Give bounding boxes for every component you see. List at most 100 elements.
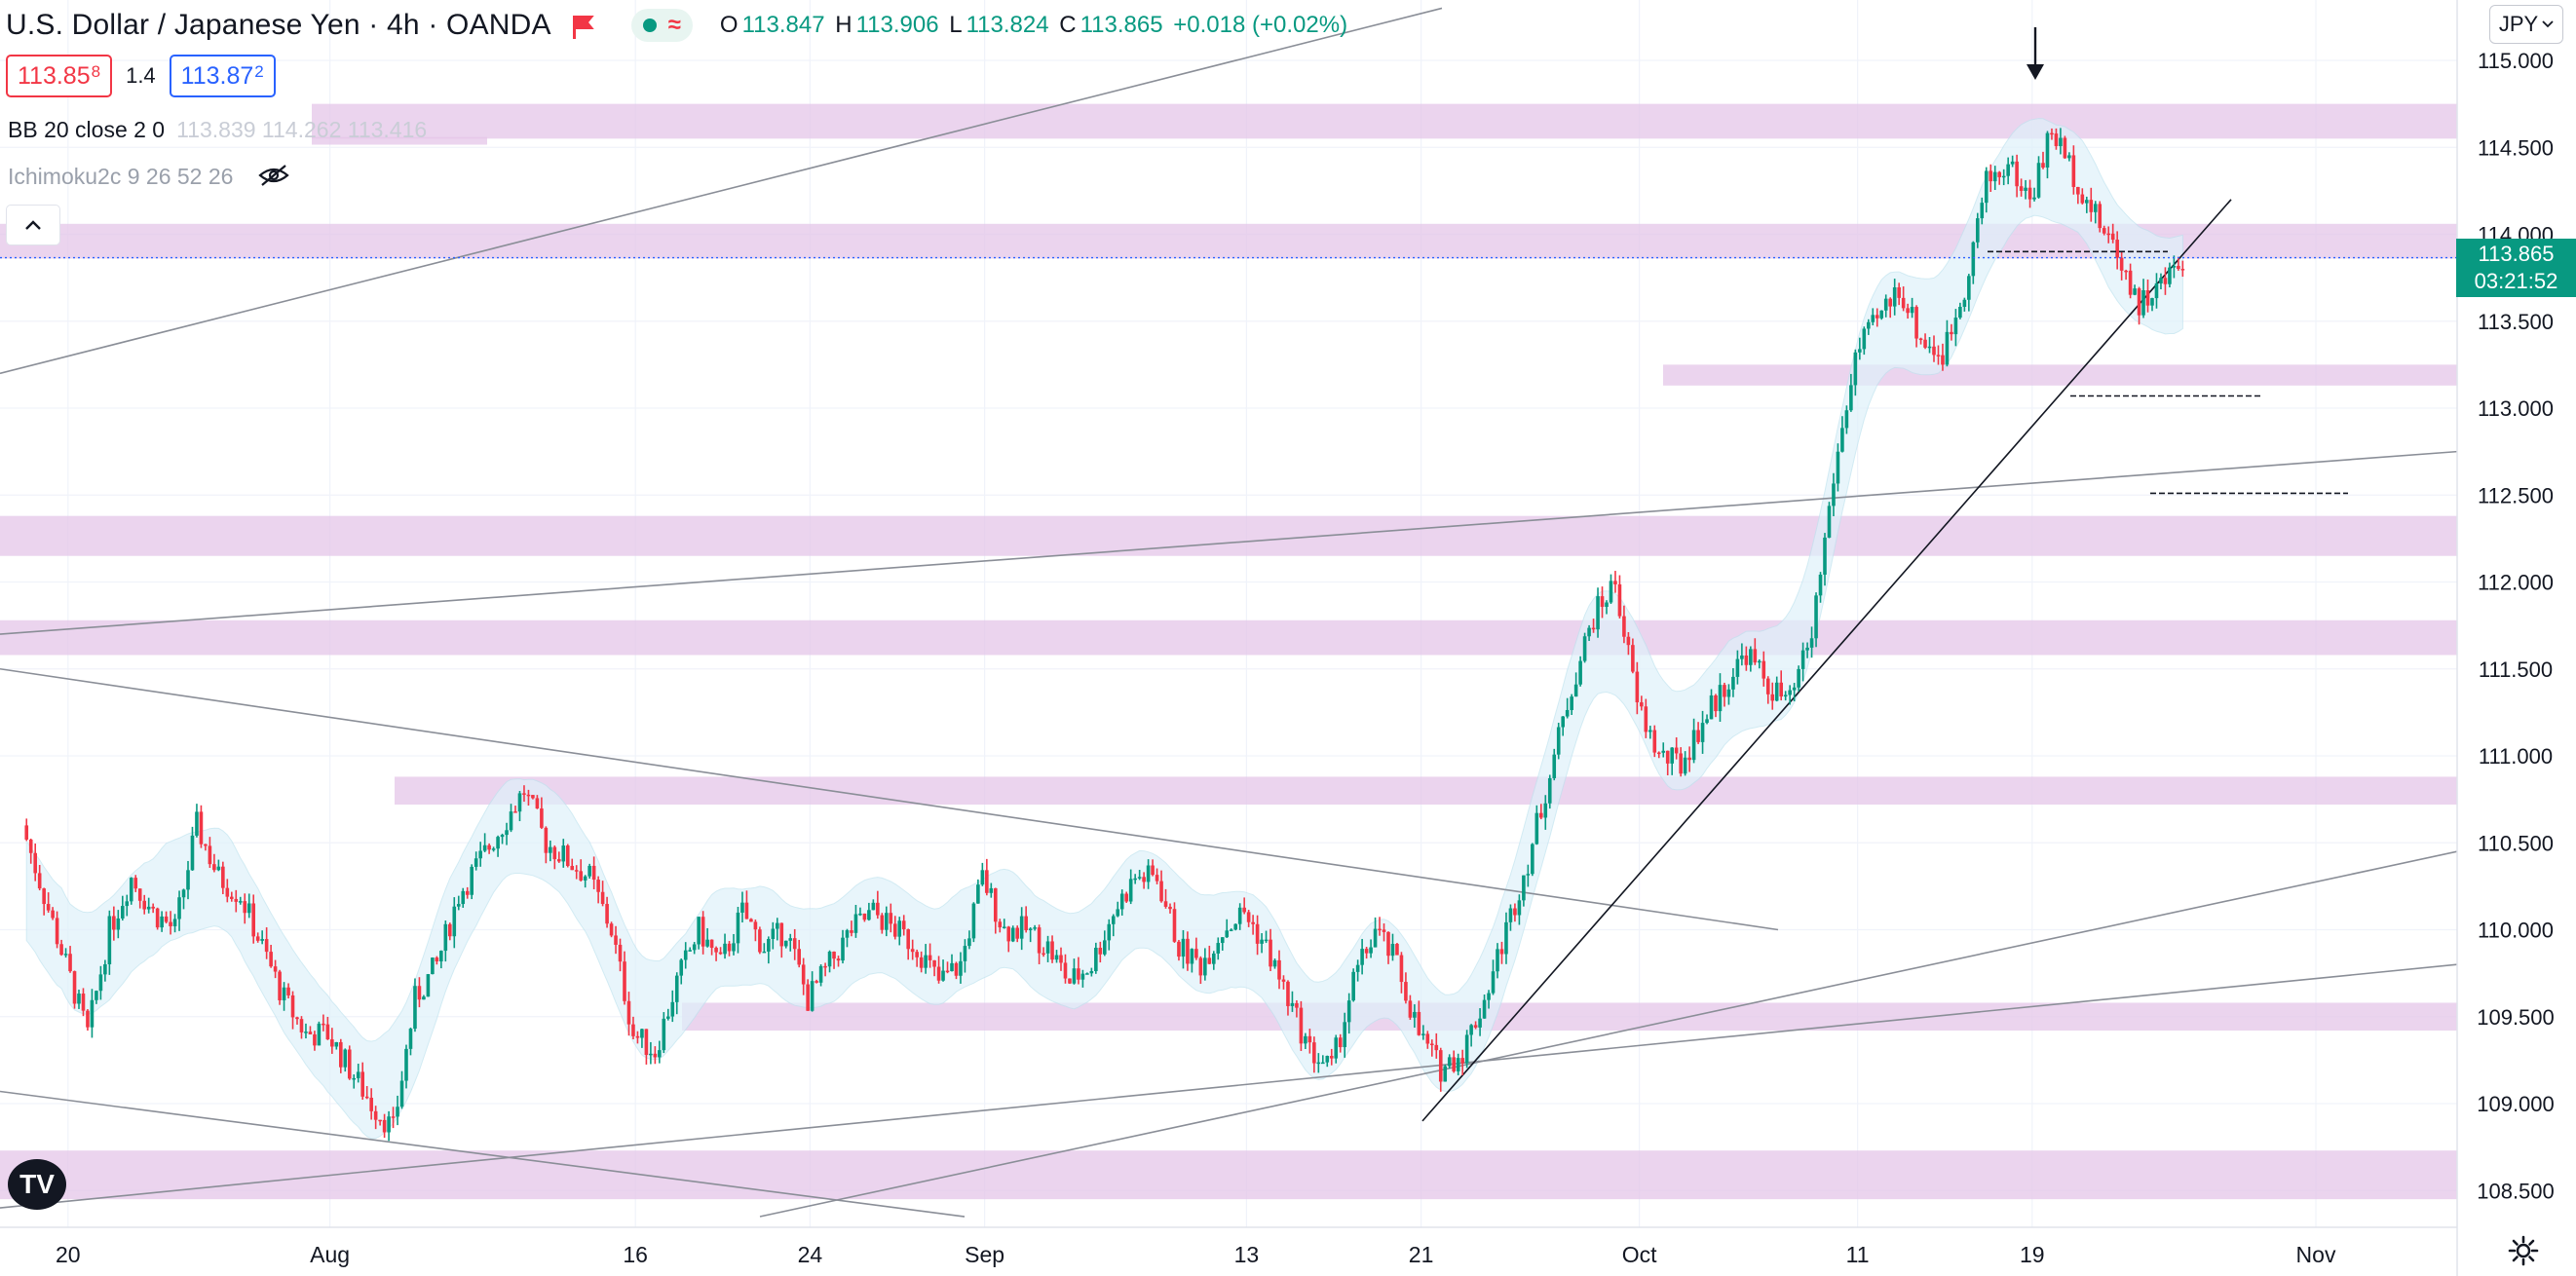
candle-body	[1770, 694, 1775, 701]
candle-body	[360, 1071, 364, 1097]
candle-body	[1635, 671, 1640, 703]
candle-body	[448, 923, 452, 937]
candle-body	[1499, 949, 1504, 955]
candle-body	[1229, 929, 1233, 931]
candle-body	[1901, 297, 1906, 309]
x-tick-label: 13	[1234, 1242, 1260, 1267]
candle-body	[431, 957, 435, 975]
y-tick-label: 112.000	[2478, 571, 2554, 595]
candle-body	[1573, 684, 1578, 697]
candle-body	[90, 999, 95, 1028]
candle-body	[688, 950, 692, 952]
candle-body	[2010, 161, 2015, 165]
candle-body	[1587, 627, 1591, 637]
candle-body	[753, 921, 758, 930]
candle-body	[169, 921, 172, 926]
candle-body	[204, 844, 208, 846]
candle-body	[565, 845, 570, 867]
candle-body	[701, 917, 705, 947]
y-tick-label: 112.500	[2478, 483, 2554, 507]
candle-body	[841, 937, 845, 961]
candle-body	[286, 987, 290, 995]
candle-body	[1277, 959, 1281, 980]
candle-body	[1656, 752, 1661, 755]
candle-body	[1705, 719, 1709, 724]
candle-body	[1443, 1066, 1448, 1082]
candle-body	[373, 1110, 378, 1120]
symbol-title[interactable]: U.S. Dollar / Japanese Yen · 4h · OANDA	[6, 9, 551, 41]
candle-body	[496, 837, 500, 849]
candle-body	[2071, 155, 2076, 187]
bollinger-legend[interactable]: BB 20 close 2 0 113.839 114.262 113.416	[8, 117, 427, 143]
candle-body	[1543, 803, 1548, 818]
sell-button[interactable]: 113.85 8	[6, 55, 113, 97]
candle-body	[1814, 595, 1818, 639]
candle-body	[1269, 939, 1272, 967]
candle-body	[1840, 428, 1844, 452]
candle-body	[151, 906, 155, 909]
candle-body	[339, 1041, 343, 1068]
candle-body	[435, 957, 439, 962]
candle-body	[1054, 955, 1059, 960]
candle-body	[1010, 927, 1015, 942]
ichimoku-label: Ichimoku2c 9 26 52 26	[8, 164, 234, 190]
trendline	[0, 963, 2457, 1209]
gear-icon[interactable]	[2506, 1233, 2541, 1268]
flag-icon[interactable]	[572, 16, 594, 39]
candle-body	[2015, 161, 2019, 187]
x-tick-label: 24	[798, 1242, 823, 1267]
ichimoku-legend[interactable]: Ichimoku2c 9 26 52 26	[8, 164, 290, 193]
candle-body	[1665, 750, 1670, 764]
candle-body	[1487, 993, 1491, 1000]
price-zone	[1663, 364, 2457, 386]
candle-body	[1984, 170, 1989, 204]
status-pill[interactable]: ≈	[630, 9, 693, 42]
candle-body	[1334, 1037, 1339, 1059]
candle-body	[77, 994, 81, 1004]
candle-body	[255, 936, 260, 941]
candle-body	[1534, 812, 1539, 844]
candle-body	[408, 1029, 413, 1049]
candle-body	[1792, 687, 1797, 691]
candle-body	[1605, 602, 1609, 608]
y-tick-label: 113.500	[2478, 310, 2554, 334]
candle-body	[517, 793, 522, 812]
candle-body	[246, 903, 251, 914]
candle-body	[1469, 1025, 1473, 1035]
candle-body	[1976, 218, 1980, 243]
candle-body	[2054, 133, 2059, 147]
candle-body	[827, 951, 832, 967]
candle-body	[618, 944, 623, 962]
candle-body	[116, 918, 121, 930]
candle-body	[1844, 410, 1849, 429]
candle-body	[325, 1024, 330, 1040]
candle-body	[2027, 187, 2032, 200]
candle-body	[736, 912, 740, 944]
currency-selector[interactable]: JPY	[2489, 5, 2563, 44]
buy-price: 113.87	[180, 61, 254, 90]
candle-body	[1194, 949, 1198, 958]
candle-body	[112, 916, 116, 930]
candle-body	[1862, 328, 1867, 350]
candle-body	[1186, 938, 1190, 964]
collapse-legend-button[interactable]	[6, 205, 60, 245]
candle-body	[1024, 916, 1028, 931]
candle-body	[535, 798, 540, 809]
chevron-down-icon	[2542, 20, 2554, 28]
candle-body	[1980, 203, 1985, 219]
candle-body	[322, 1023, 325, 1026]
candle-body	[500, 835, 505, 838]
candle-body	[1242, 907, 1246, 913]
candle-body	[653, 1053, 658, 1058]
candle-body	[1522, 875, 1526, 901]
buy-button[interactable]: 113.87 2	[169, 55, 276, 97]
candle-body	[1482, 999, 1487, 1019]
hidden-eye-icon[interactable]	[257, 164, 290, 193]
candle-body	[1343, 1022, 1346, 1048]
candle-body	[1613, 581, 1617, 584]
candle-body	[282, 987, 286, 1000]
tradingview-logo[interactable]: TV	[8, 1159, 66, 1210]
candle-body	[313, 1033, 317, 1046]
ohlc-open: 113.847	[741, 12, 825, 38]
